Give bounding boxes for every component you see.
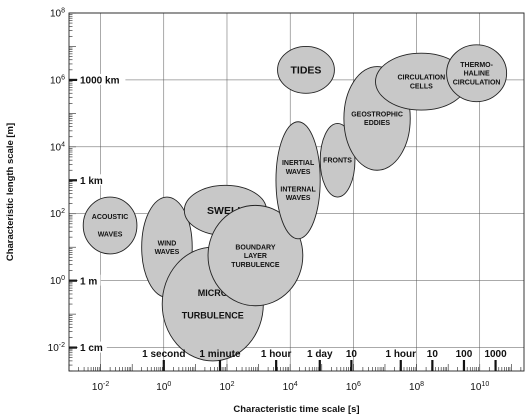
minor-ticks [68,12,522,372]
y-axis-title: Characteristic length scale [m] [5,123,16,261]
fronts-label: FRONTS [323,158,352,165]
inertial-internal-waves-ellipse [275,121,321,240]
x-tick-label: 10-2 [92,381,109,393]
boundary-layer-turbulence-label: BOUNDARY [235,244,276,251]
thermohaline-circulation-ellipse [446,44,508,103]
acoustic-waves-label: ACOUSTIC [92,214,129,221]
acoustic-waves-label: WAVES [98,232,123,239]
boundary-layer-turbulence-label: TURBULENCE [231,262,280,269]
x-tick-label: 106 [346,381,361,393]
y-tick-label: 106 [50,74,65,86]
wind-waves-label: WIND [158,240,177,247]
tides-ellipse [277,46,335,94]
inertial-internal-waves-label: INERTIAL [282,160,315,167]
length-ref-bg [78,73,126,85]
plot-border [68,12,525,372]
y-tick-labels: 10-2 100 102 104 106 108 [48,8,65,355]
thermohaline-circulation-label: HALINE [464,71,490,78]
thermohaline-circulation-label: THERMO- [460,62,493,69]
micro-turbulence-label: MICRO [198,288,228,298]
y-tick-label: 102 [50,208,65,220]
inertial-internal-waves-label: INTERNAL [280,186,316,193]
geostrophic-eddies-label: EDDIES [364,120,390,127]
circulation-cells-label: CIRCULATION [397,75,445,82]
time-ref-label: 10 [427,349,439,360]
length-ref-bg [78,341,107,353]
boundary-layer-turbulence-ellipse [207,204,304,307]
x-tick-label: 102 [219,381,234,393]
plot-frame [68,12,525,372]
circulation-cells-label: CELLS [410,83,433,90]
x-tick-labels: 10-2 100 102 104 106 108 1010 [92,381,489,393]
y-tick-label: 104 [50,141,65,153]
length-ref-label: 1 km [80,176,103,187]
inertial-internal-waves-label: WAVES [286,195,311,202]
wind-waves-label: WAVES [155,249,180,256]
time-ref-label: 1 hour [385,349,416,360]
micro-turbulence-label: TURBULENCE [182,310,244,320]
time-ref-label: 1 second [142,349,185,360]
length-ref-bg [78,174,107,186]
tides-label: TIDES [291,65,322,77]
y-tick-label: 108 [50,8,65,20]
x-tick-label: 100 [156,381,171,393]
x-tick-label: 108 [409,381,424,393]
geostrophic-eddies-label: GEOSTROPHIC [351,111,403,118]
x-axis-title: Characteristic time scale [s] [233,404,359,415]
time-ref-label: 1000 [484,349,507,360]
time-ref-label: 10 [346,349,358,360]
inertial-internal-waves-label: WAVES [286,169,311,176]
y-tick-label: 10-2 [48,342,65,354]
time-reference-labels: 1 second 1 minute 1 hour 1 day 10 1 hour 10 100… [142,349,507,371]
length-ref-label: 1000 km [80,76,120,87]
time-ref-label: 100 [456,349,473,360]
acoustic-waves-ellipse [82,196,138,255]
thermohaline-circulation-label: CIRCULATION [453,79,501,86]
time-ref-label: 1 minute [199,349,241,360]
fronts-ellipse [319,122,356,198]
x-tick-label: 104 [283,381,298,393]
time-ref-label: 1 hour [261,349,292,360]
length-ref-label: 1 cm [80,343,103,354]
phenomena-ellipses: ACOUSTICWAVESWINDWAVESMICROTURBULENCESWE… [82,44,508,362]
length-ref-label: 1 m [80,276,97,287]
boundary-layer-turbulence-label: LAYER [244,253,267,260]
length-ref-bg [78,274,101,286]
y-tick-label: 100 [50,275,65,287]
time-ref-label: 1 day [307,349,333,360]
x-tick-label: 1010 [470,381,489,393]
